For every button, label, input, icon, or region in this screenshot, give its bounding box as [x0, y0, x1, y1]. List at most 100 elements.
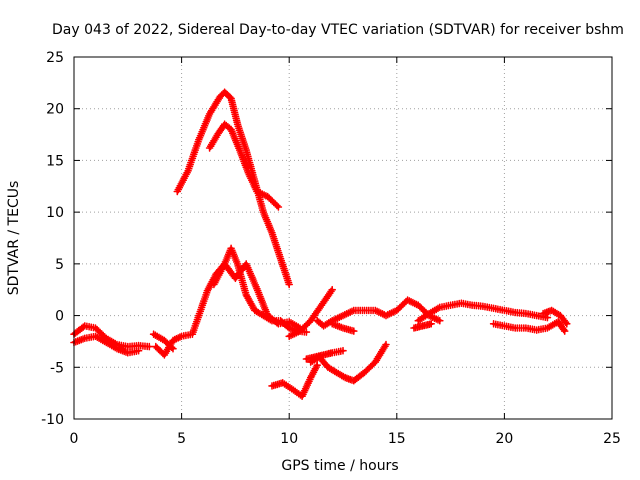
series-layer — [70, 88, 571, 400]
series-arc-a — [70, 322, 154, 351]
data-point — [412, 326, 416, 330]
data-point — [229, 246, 233, 250]
data-point — [373, 309, 377, 312]
data-point — [513, 311, 517, 314]
x-axis-label: GPS time / hours — [281, 458, 398, 474]
y-tick-label: 10 — [46, 205, 64, 221]
series-arc-g — [205, 120, 283, 211]
data-point — [352, 309, 356, 312]
series-arc-d — [210, 260, 304, 332]
data-point — [270, 384, 274, 388]
data-point — [341, 326, 345, 330]
data-point — [427, 312, 431, 315]
data-point — [305, 330, 308, 334]
data-point — [298, 329, 302, 333]
data-point — [352, 329, 356, 333]
plot-frame — [73, 56, 613, 420]
data-point — [126, 345, 130, 348]
data-point — [261, 210, 265, 214]
data-point — [223, 122, 227, 126]
data-point — [236, 262, 239, 266]
data-point — [229, 96, 233, 100]
tick-labels: 0 5 10 15 20 25 -10 -5 0 5 10 15 20 25 — [41, 50, 621, 447]
data-point — [212, 283, 216, 286]
data-point — [535, 314, 539, 317]
data-point — [115, 347, 119, 351]
data-point — [171, 338, 175, 342]
data-point — [438, 305, 442, 309]
data-point — [313, 355, 317, 359]
data-point — [363, 371, 366, 374]
data-point — [216, 132, 220, 135]
data-point — [180, 334, 184, 338]
series-arc-l — [306, 340, 390, 385]
data-point — [287, 320, 291, 324]
data-point — [330, 322, 334, 326]
data-point — [343, 376, 347, 380]
series-arc-m — [302, 346, 347, 363]
data-point — [104, 336, 108, 340]
data-point — [270, 231, 274, 235]
grid — [74, 57, 612, 419]
data-point — [208, 146, 211, 150]
data-point — [305, 357, 308, 361]
series-arc-c — [152, 244, 311, 359]
data-point — [266, 314, 270, 317]
data-point — [556, 320, 560, 324]
data-point — [104, 341, 108, 344]
x-tick-label: 5 — [177, 431, 186, 447]
series-markers — [489, 318, 569, 335]
data-point — [154, 345, 158, 348]
data-point — [162, 338, 166, 342]
data-point — [287, 334, 291, 338]
data-point — [503, 324, 506, 328]
data-point — [341, 349, 345, 353]
data-point — [421, 324, 425, 328]
data-point — [186, 169, 190, 173]
data-point — [558, 314, 562, 317]
series-markers — [285, 285, 336, 341]
series-arc-p — [489, 318, 569, 335]
data-point — [535, 328, 539, 332]
data-point — [287, 326, 291, 330]
data-point — [565, 322, 569, 326]
y-tick-label: 5 — [55, 257, 64, 273]
data-point — [277, 322, 280, 326]
data-point — [162, 353, 166, 357]
data-point — [326, 365, 330, 369]
series-arc-f — [173, 88, 293, 289]
data-point — [287, 283, 291, 286]
series-arc-e — [149, 330, 177, 353]
data-point — [137, 344, 140, 347]
series-arc-h — [285, 285, 336, 341]
data-point — [83, 336, 87, 340]
data-point — [546, 316, 549, 320]
data-point — [352, 379, 356, 383]
data-point — [206, 289, 209, 293]
data-point — [261, 314, 265, 317]
data-point — [279, 257, 282, 261]
data-point — [197, 314, 201, 317]
data-point — [277, 205, 280, 209]
data-point — [309, 376, 313, 380]
data-point — [115, 343, 119, 346]
data-point — [503, 309, 506, 312]
data-point — [281, 381, 285, 385]
data-point — [320, 303, 323, 307]
y-tick-label: 25 — [46, 50, 64, 66]
data-point — [406, 298, 409, 302]
data-point — [330, 288, 334, 292]
data-point — [384, 343, 388, 346]
series-arc-k — [268, 361, 321, 400]
x-tick-label: 0 — [70, 431, 79, 447]
axis-ticks — [73, 56, 613, 420]
data-point — [175, 190, 179, 193]
data-point — [470, 303, 474, 307]
chart-title: Day 043 of 2022, Sidereal Day-to-day VTE… — [52, 22, 624, 38]
data-point — [384, 314, 388, 317]
data-point — [255, 190, 259, 193]
series-markers — [306, 340, 390, 385]
data-point — [546, 326, 549, 330]
x-tick-label: 10 — [280, 431, 298, 447]
data-point — [395, 309, 399, 312]
